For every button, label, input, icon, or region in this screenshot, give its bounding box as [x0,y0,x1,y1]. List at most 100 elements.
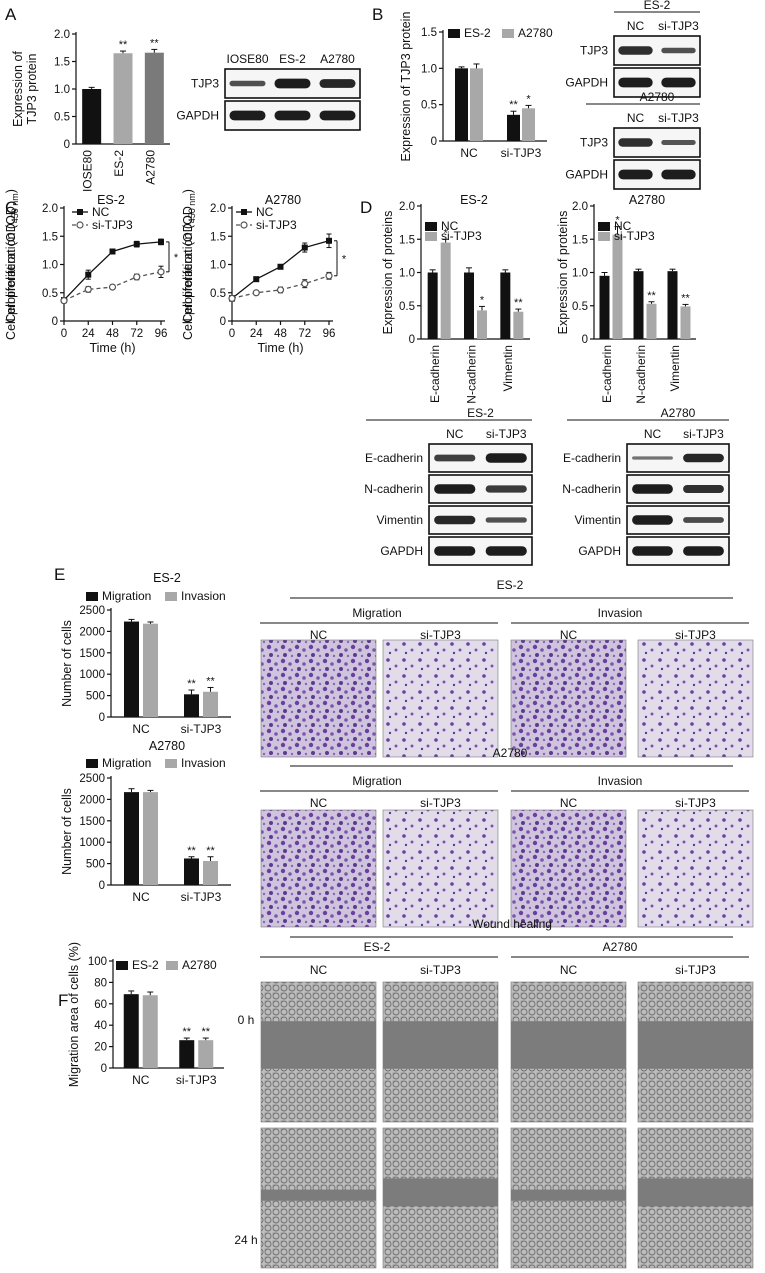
blot-band [683,517,724,523]
legend-swatch [86,592,98,601]
bar [507,114,520,141]
panel-label-a: A [5,5,17,24]
y-tick-label: 500 [86,691,105,703]
y-tick-label: 0 [101,1063,107,1075]
data-point [108,283,117,291]
blot-column-label: NC [644,427,662,441]
x-tick-label: si-TJP3 [181,722,222,736]
y-axis-label-end: ) [181,189,195,193]
micrograph-image [637,639,754,758]
blot-band [618,169,653,180]
x-tick-label: N-cadherin [634,345,648,404]
micrograph-column-label: NC [310,796,328,810]
significance-mark: ** [182,1026,191,1038]
legend-marker [77,209,83,215]
legend-entry: si-TJP3 [614,229,655,243]
wound-gap [511,1021,626,1069]
y-axis-label: TJP3 protein [25,54,39,125]
x-tick-label: NC [132,1073,150,1087]
y-tick-label: 1.5 [421,27,437,39]
legend-entry: Migration [102,589,151,603]
y-tick-label: 0 [431,136,437,148]
bar [198,1040,214,1068]
data-point [276,286,285,294]
x-tick-label: si-TJP3 [501,146,542,160]
legend-swatch [502,29,514,38]
micrograph-group-title: ES-2 [497,578,524,592]
significance-mark: ** [150,37,159,49]
legend-swatch [116,961,128,970]
y-tick-label: 2500 [79,605,105,617]
y-tick-label: 2.0 [54,29,70,41]
significance-mark: ** [647,290,656,302]
wound-gap [383,1021,498,1069]
legend-entry: NC [92,205,110,219]
blot-column-label: si-TJP3 [658,19,699,33]
blot-column-label: NC [627,19,645,33]
y-tick-label: 1000 [79,837,105,849]
panel-label-f: F [58,991,68,1010]
data-point [133,273,141,281]
significance-mark: * [174,252,179,264]
y-tick-label: 1.0 [210,260,226,272]
x-axis-label: Time (h) [89,341,135,355]
blot-band [485,517,527,523]
significance-mark: ** [206,845,215,857]
x-tick-label: ES-2 [112,150,126,177]
blot-row-label: E-cadherin [365,451,423,465]
bar [440,242,451,339]
legend-swatch [425,222,437,231]
y-tick-label: 0 [52,316,58,328]
x-tick-label: NC [132,722,150,736]
bar [427,272,438,339]
y-axis-label: Cell proliferation (OD [4,206,18,323]
bar [82,89,102,144]
legend-entry: A2780 [182,958,217,972]
bar [203,861,218,885]
significance-mark: * [444,227,449,239]
data-point [301,244,308,251]
y-tick-label: 0 [582,334,588,346]
bar [142,995,158,1068]
y-axis-label-main: Cell proliferation (OD [181,223,195,340]
micrograph-subtitle: Migration [352,606,401,620]
micrograph-image [510,639,627,758]
micrograph-column-label: si-TJP3 [420,628,461,642]
y-tick-label: 0 [99,712,105,724]
y-axis-label: Cell proliferation (OD [181,206,195,323]
y-axis-label: Migration area of cells (%) [67,942,81,1087]
blot-band [683,453,724,463]
panel-label-d: D [360,198,372,217]
blot-band [661,169,696,180]
micrograph-image [382,809,499,928]
legend-entry: NC [256,205,274,219]
blot-column-label: si-TJP3 [658,111,699,125]
blot-band [632,484,673,494]
y-axis-label-end: ) [4,189,18,193]
data-point [252,289,260,297]
bar [680,306,691,339]
y-axis-label-main: Cell proliferation (OD [4,223,18,340]
x-tick-label: IOSE80 [81,150,95,192]
significance-mark: ** [119,39,128,51]
y-tick-label: 1.5 [399,234,415,246]
y-tick-label: 2.0 [399,201,415,213]
micrograph-column-label: NC [560,796,578,810]
blot-column-label: si-TJP3 [486,427,527,441]
bar [500,272,511,339]
chart-title: A2780 [265,193,301,207]
chart-title: A2780 [629,193,665,207]
blot-band [485,485,527,493]
blot-title: ES-2 [644,0,671,12]
chart-title: A2780 [149,739,185,753]
chart-title: ES-2 [153,571,181,585]
x-tick-label: 24 [82,328,95,340]
x-axis-label: Time (h) [257,341,303,355]
significance-mark: ** [201,1026,210,1038]
data-point [84,285,92,293]
panel-label-e: E [54,565,65,584]
bar [113,53,133,144]
bar [123,994,139,1068]
bar [667,271,678,339]
